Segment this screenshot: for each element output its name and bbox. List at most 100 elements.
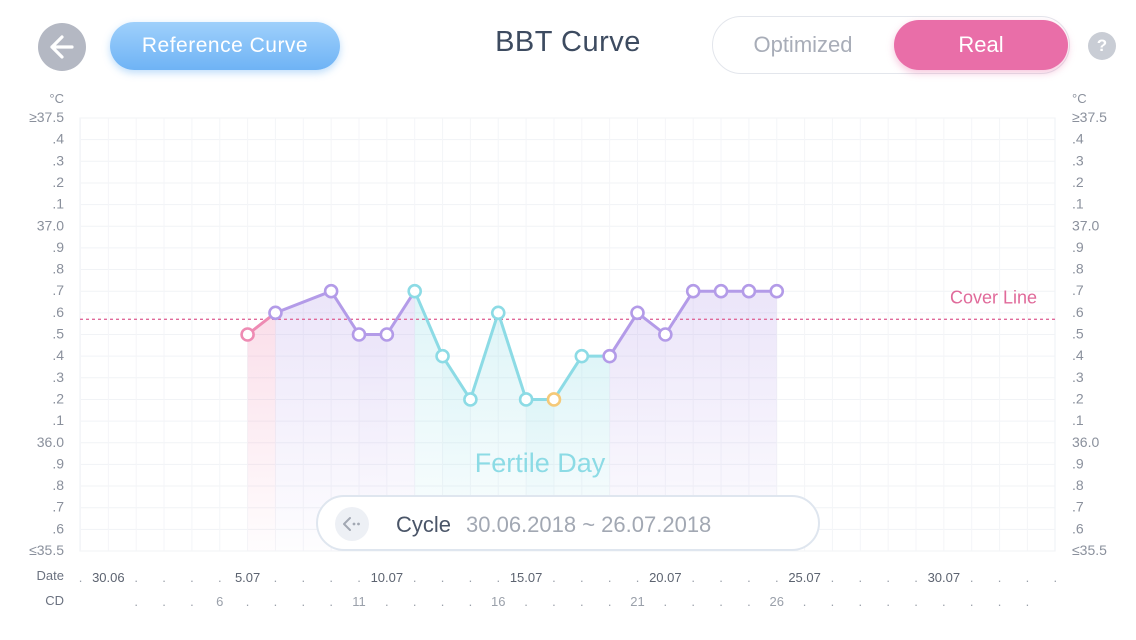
date-dot: . xyxy=(886,570,890,585)
cd-dot: . xyxy=(691,594,695,609)
date-label: 10.07 xyxy=(371,570,404,585)
y-tick-label: .1 xyxy=(52,196,64,212)
cd-dot: . xyxy=(441,594,445,609)
cd-dot: . xyxy=(162,594,166,609)
phase-area xyxy=(470,312,499,551)
y-tick-label: .9 xyxy=(1072,239,1084,255)
cd-label: 16 xyxy=(491,594,505,609)
date-dot: . xyxy=(636,570,640,585)
y-tick-label: .1 xyxy=(1072,196,1084,212)
y-tick-label: .7 xyxy=(52,282,64,298)
cd-dot: . xyxy=(413,594,417,609)
cd-dot: . xyxy=(886,594,890,609)
date-dot: . xyxy=(134,570,138,585)
date-dot: . xyxy=(608,570,612,585)
y-tick-label: ≤35.5 xyxy=(1072,542,1107,558)
date-dot: . xyxy=(747,570,751,585)
data-point xyxy=(574,348,590,364)
phase-area xyxy=(331,291,359,551)
data-point xyxy=(268,305,283,321)
series-line-segment xyxy=(496,311,528,401)
cd-dot: . xyxy=(134,594,138,609)
y-tick-label: .4 xyxy=(1072,347,1084,363)
y-tick-label: .4 xyxy=(52,131,64,147)
cd-label: 26 xyxy=(770,594,784,609)
date-dot: . xyxy=(413,570,417,585)
cd-dot: . xyxy=(998,594,1002,609)
cd-dot: . xyxy=(552,594,556,609)
y-tick-label: 36.0 xyxy=(1072,434,1099,450)
y-tick-label: 37.0 xyxy=(37,217,64,233)
y-tick-label: .9 xyxy=(1072,455,1084,471)
data-point xyxy=(769,283,785,299)
reference-curve-button[interactable]: Reference Curve xyxy=(110,22,340,70)
phase-area xyxy=(665,291,694,551)
date-row-label: Date xyxy=(37,568,64,583)
y-tick-label: .7 xyxy=(1072,282,1084,298)
y-unit-right: °C xyxy=(1072,91,1087,106)
phase-area xyxy=(498,312,527,551)
date-dot: . xyxy=(914,570,918,585)
cd-label: 6 xyxy=(216,594,223,609)
cd-dot: . xyxy=(246,594,250,609)
date-label: 30.06 xyxy=(92,570,125,585)
toggle-optimized[interactable]: Optimized xyxy=(753,32,853,57)
help-icon[interactable]: ? xyxy=(1088,32,1116,60)
y-tick-label: 37.0 xyxy=(1072,217,1099,233)
cd-dot: . xyxy=(803,594,807,609)
data-point xyxy=(630,305,645,321)
y-tick-label: .2 xyxy=(1072,390,1084,406)
date-dot: . xyxy=(831,570,835,585)
cd-dot: . xyxy=(1026,594,1030,609)
back-button[interactable] xyxy=(38,23,86,71)
cd-dot: . xyxy=(329,594,333,609)
date-label: 20.07 xyxy=(649,570,682,585)
cd-dot: . xyxy=(190,594,194,609)
cd-dot: . xyxy=(970,594,974,609)
date-dot: . xyxy=(218,570,222,585)
y-tick-label: .9 xyxy=(52,455,64,471)
cd-dot: . xyxy=(524,594,528,609)
date-dot: . xyxy=(691,570,695,585)
series-line-segment xyxy=(441,354,472,401)
y-tick-label: .3 xyxy=(52,369,64,385)
data-point xyxy=(463,392,478,407)
phase-area xyxy=(386,291,415,551)
data-point xyxy=(741,283,757,299)
cd-label: 21 xyxy=(630,594,644,609)
y-tick-label: .8 xyxy=(1072,261,1084,277)
date-dot: . xyxy=(775,570,779,585)
date-dot: . xyxy=(190,570,194,585)
mode-toggle: Optimized Real xyxy=(712,16,1070,74)
y-tick-label: 36.0 xyxy=(37,434,64,450)
data-point xyxy=(435,348,450,364)
series-line-segment xyxy=(385,289,417,336)
y-tick-label: .7 xyxy=(52,499,64,515)
date-dot: . xyxy=(274,570,278,585)
y-tick-label: .6 xyxy=(1072,304,1084,320)
y-tick-label: .9 xyxy=(52,239,64,255)
data-point xyxy=(518,392,534,407)
y-tick-label: .6 xyxy=(52,520,64,536)
date-label: 30.07 xyxy=(928,570,961,585)
phase-area xyxy=(721,291,749,551)
y-tick-label: .8 xyxy=(1072,477,1084,493)
cycle-selector[interactable]: Cycle 30.06.2018 ~ 26.07.2018 xyxy=(316,495,820,551)
date-dot: . xyxy=(496,570,500,585)
series-line-segment xyxy=(663,289,695,336)
cd-dot: . xyxy=(580,594,584,609)
arrow-left-icon xyxy=(50,35,74,59)
date-dot: . xyxy=(719,570,723,585)
date-dot: . xyxy=(469,570,473,585)
cd-dot: . xyxy=(858,594,862,609)
phase-area xyxy=(247,312,276,551)
date-dot: . xyxy=(357,570,361,585)
toggle-real[interactable]: Real xyxy=(894,20,1068,70)
y-tick-label: .5 xyxy=(52,326,64,342)
phase-area xyxy=(275,291,332,551)
phase-area xyxy=(693,291,722,551)
y-tick-label: .8 xyxy=(52,261,64,277)
cd-row-label: CD xyxy=(45,593,64,608)
y-tick-label: .6 xyxy=(52,304,64,320)
series-line-segment xyxy=(273,289,333,315)
